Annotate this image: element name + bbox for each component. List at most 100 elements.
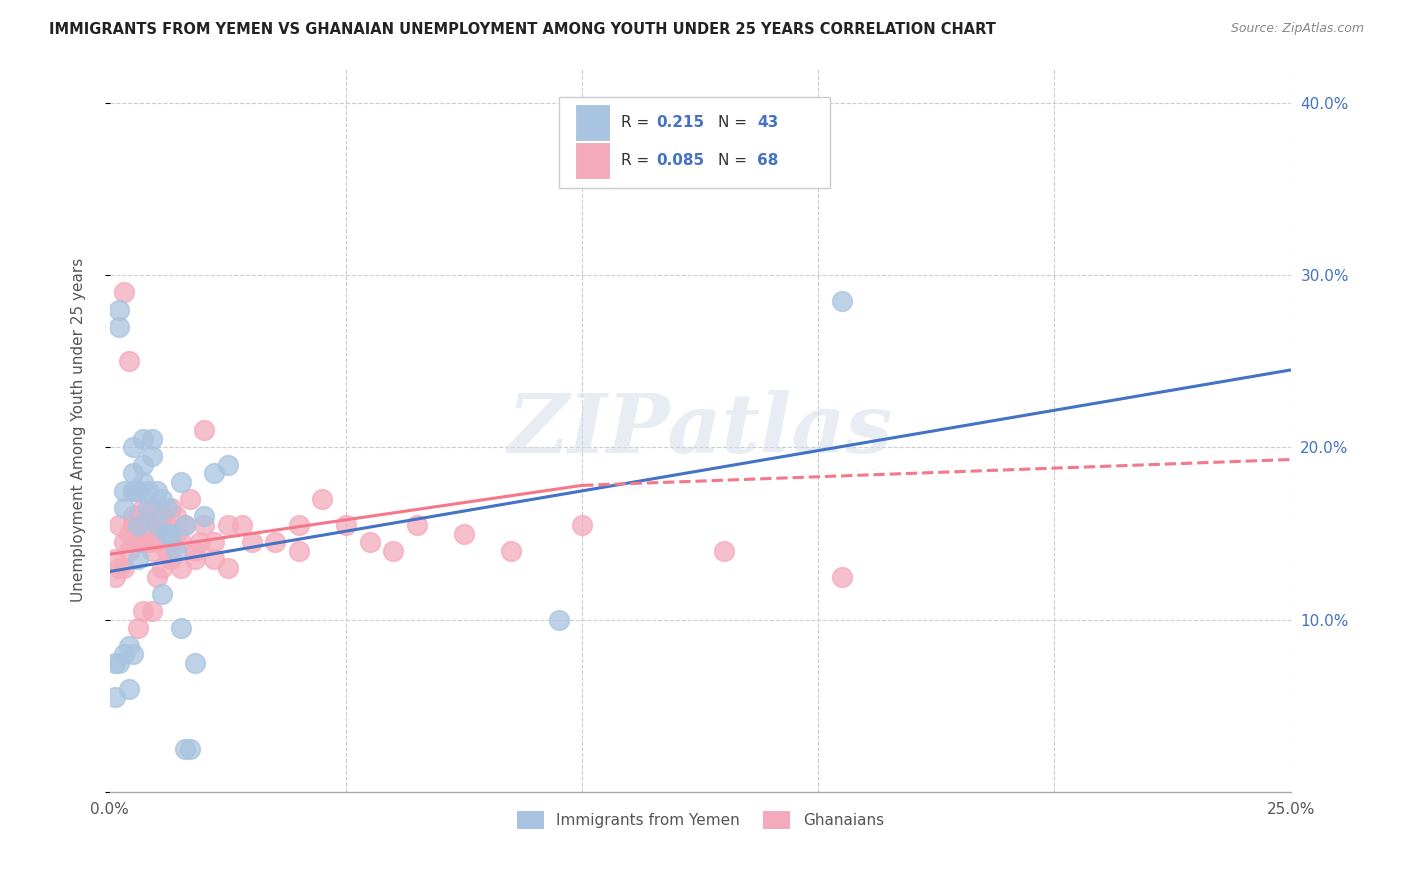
Point: [112, 647, 135, 661]
Point: [160, 526, 183, 541]
Point: [122, 483, 145, 498]
Point: [136, 483, 159, 498]
Text: N =: N =: [718, 115, 752, 130]
Point: [179, 492, 201, 507]
Point: [108, 518, 131, 533]
Point: [141, 526, 163, 541]
Text: IMMIGRANTS FROM YEMEN VS GHANAIAN UNEMPLOYMENT AMONG YOUTH UNDER 25 YEARS CORREL: IMMIGRANTS FROM YEMEN VS GHANAIAN UNEMPL…: [49, 22, 995, 37]
Text: 68: 68: [756, 153, 779, 168]
Point: [146, 569, 169, 583]
Point: [112, 535, 135, 549]
Point: [103, 569, 125, 583]
Point: [132, 500, 155, 515]
Point: [141, 500, 163, 515]
Point: [202, 552, 225, 566]
Point: [287, 544, 309, 558]
Legend: Immigrants from Yemen, Ghanaians: Immigrants from Yemen, Ghanaians: [510, 805, 890, 835]
Text: 43: 43: [756, 115, 778, 130]
Point: [146, 535, 169, 549]
Point: [188, 535, 211, 549]
Point: [287, 518, 309, 533]
Point: [831, 294, 853, 309]
Point: [155, 500, 177, 515]
Point: [122, 509, 145, 524]
Point: [146, 518, 169, 533]
Point: [184, 552, 207, 566]
Point: [179, 742, 201, 756]
Point: [108, 302, 131, 317]
Point: [122, 467, 145, 481]
Text: ZIPatlas: ZIPatlas: [508, 390, 893, 470]
Point: [112, 483, 135, 498]
FancyBboxPatch shape: [576, 143, 609, 178]
Point: [112, 285, 135, 300]
Point: [170, 561, 193, 575]
Point: [170, 621, 193, 635]
Point: [132, 432, 155, 446]
Point: [170, 475, 193, 489]
Point: [184, 656, 207, 670]
Point: [231, 518, 253, 533]
Point: [103, 690, 125, 705]
Point: [132, 475, 155, 489]
Text: R =: R =: [621, 115, 654, 130]
Point: [122, 518, 145, 533]
Point: [150, 526, 173, 541]
Point: [311, 492, 333, 507]
Point: [160, 552, 183, 566]
Point: [202, 467, 225, 481]
Text: Source: ZipAtlas.com: Source: ZipAtlas.com: [1230, 22, 1364, 36]
Point: [141, 544, 163, 558]
Point: [118, 639, 141, 653]
Point: [335, 518, 357, 533]
Point: [108, 561, 131, 575]
Point: [150, 587, 173, 601]
Text: R =: R =: [621, 153, 654, 168]
Point: [103, 656, 125, 670]
FancyBboxPatch shape: [558, 97, 830, 188]
Point: [150, 561, 173, 575]
Point: [359, 535, 381, 549]
Point: [118, 681, 141, 696]
Point: [155, 526, 177, 541]
Point: [174, 518, 197, 533]
Point: [127, 535, 149, 549]
Point: [118, 544, 141, 558]
Point: [127, 483, 149, 498]
Point: [127, 552, 149, 566]
Point: [136, 500, 159, 515]
Point: [174, 742, 197, 756]
Point: [150, 509, 173, 524]
Y-axis label: Unemployment Among Youth under 25 years: Unemployment Among Youth under 25 years: [72, 258, 86, 602]
Point: [501, 544, 523, 558]
Point: [108, 319, 131, 334]
Point: [170, 535, 193, 549]
Point: [112, 561, 135, 575]
Point: [160, 535, 183, 549]
Point: [165, 544, 187, 558]
Point: [103, 552, 125, 566]
Point: [713, 544, 735, 558]
Point: [136, 518, 159, 533]
Point: [127, 509, 149, 524]
Point: [132, 604, 155, 618]
Point: [547, 613, 569, 627]
Point: [127, 483, 149, 498]
Point: [150, 492, 173, 507]
Point: [453, 526, 475, 541]
Point: [160, 500, 183, 515]
Point: [155, 518, 177, 533]
Point: [136, 535, 159, 549]
Point: [571, 518, 593, 533]
Point: [217, 458, 239, 472]
Text: 0.215: 0.215: [657, 115, 704, 130]
Point: [118, 354, 141, 368]
Point: [217, 561, 239, 575]
Point: [122, 483, 145, 498]
Point: [132, 518, 155, 533]
Point: [831, 569, 853, 583]
Point: [141, 449, 163, 463]
Point: [165, 526, 187, 541]
Point: [165, 509, 187, 524]
Point: [132, 535, 155, 549]
